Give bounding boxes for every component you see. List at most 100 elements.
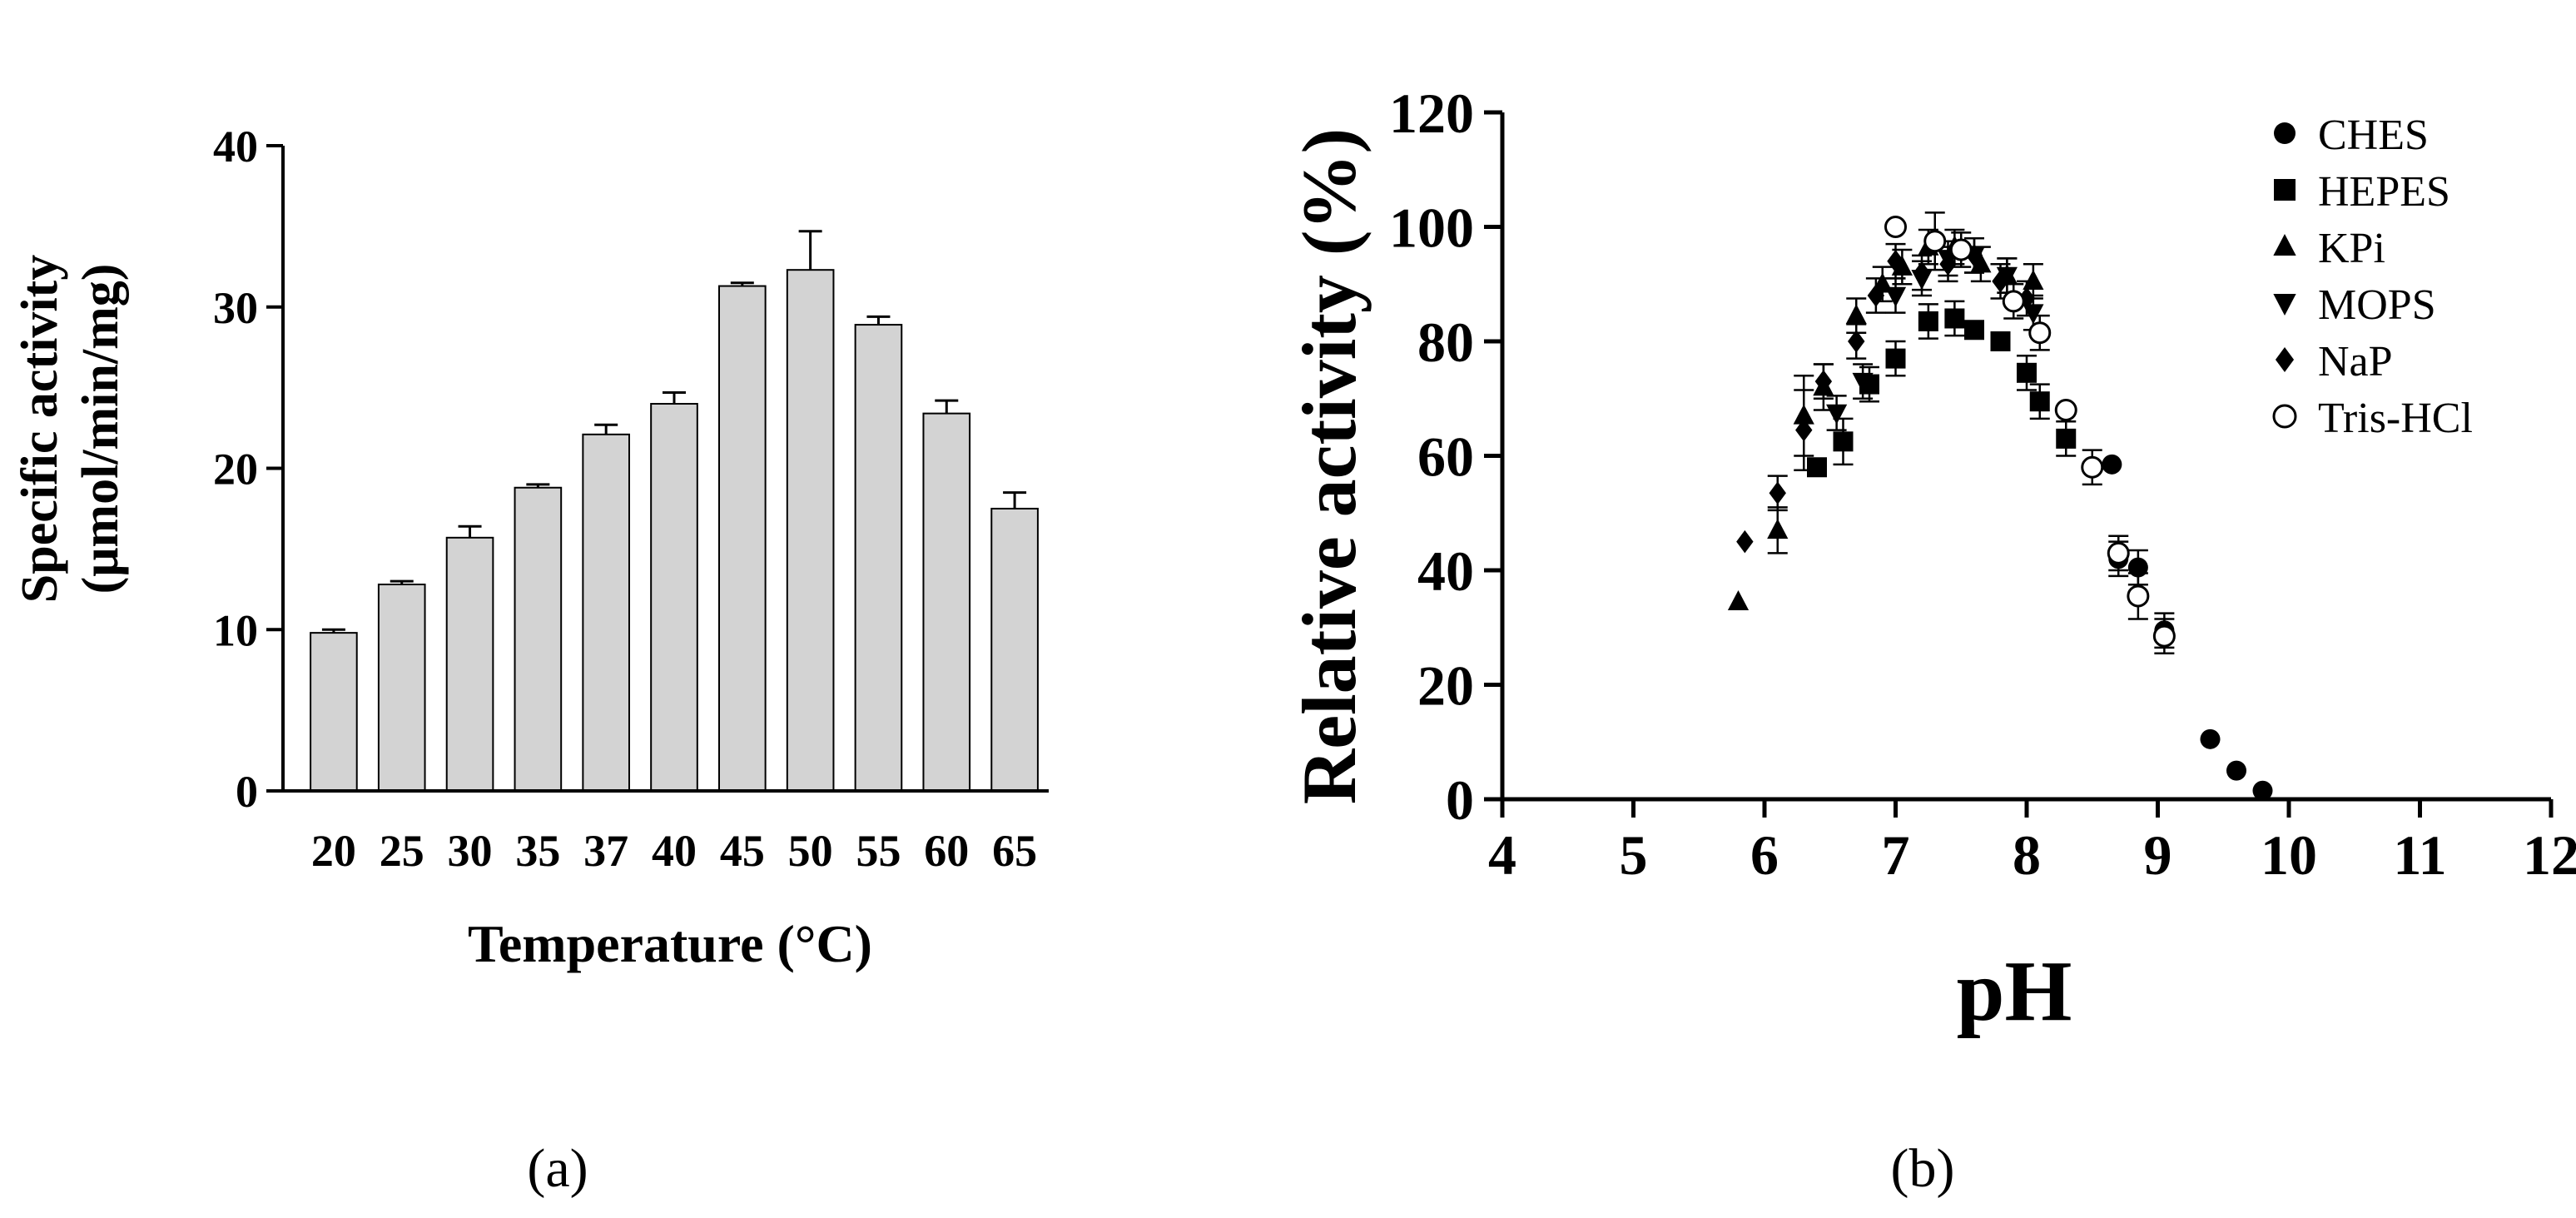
b-legend-marker bbox=[2274, 122, 2296, 144]
b-y-axis-title: Relative activity (%) bbox=[1287, 128, 1372, 804]
a-y-tick-label: 30 bbox=[213, 283, 258, 333]
b-point-tris-hcl bbox=[2081, 455, 2104, 479]
b-point-nap bbox=[2018, 286, 2036, 311]
a-x-tick-label: 20 bbox=[311, 826, 356, 876]
b-y-tick-label: 100 bbox=[1389, 196, 1474, 260]
b-x-tick-label: 7 bbox=[1882, 823, 1910, 887]
b-legend-marker bbox=[2273, 293, 2296, 316]
b-legend-marker bbox=[2272, 404, 2297, 429]
b-markers-group bbox=[1727, 216, 2273, 801]
b-legend-label: CHES bbox=[2318, 112, 2429, 159]
b-point-hepes bbox=[1944, 308, 1965, 329]
a-bar bbox=[582, 433, 631, 792]
b-point-nap bbox=[1848, 330, 1865, 353]
b-legend-label: MOPS bbox=[2318, 281, 2436, 329]
a-x-tick-label: 25 bbox=[380, 826, 424, 876]
b-point-ches bbox=[2200, 728, 2221, 749]
b-point-tris-hcl bbox=[2107, 541, 2130, 564]
b-x-tick-label: 6 bbox=[1750, 823, 1779, 887]
b-point-kpi bbox=[2023, 270, 2044, 291]
b-y-tick-label: 40 bbox=[1417, 539, 1474, 603]
b-point-kpi bbox=[1767, 519, 1789, 539]
a-bar bbox=[718, 285, 767, 792]
a-x-tick-label: 45 bbox=[720, 826, 765, 876]
a-bar bbox=[310, 632, 358, 792]
b-point-mops bbox=[1884, 286, 1907, 307]
panel-a-bar-chart: 0 10 20 30 40 20 25 30 35 37 40 45 50 55 60 65 Specifi… bbox=[12, 122, 1049, 1199]
b-x-tick-label: 4 bbox=[1488, 823, 1516, 887]
b-x-tick-label: 9 bbox=[2144, 823, 2172, 887]
a-x-tick-label: 30 bbox=[448, 826, 493, 876]
b-point-hepes bbox=[2056, 428, 2077, 449]
a-bars-group bbox=[310, 269, 1039, 792]
b-legend-label: HEPES bbox=[2318, 168, 2450, 216]
b-x-tick-label: 8 bbox=[2013, 823, 2041, 887]
a-bar bbox=[514, 486, 563, 792]
b-y-tick-label: 20 bbox=[1417, 654, 1474, 718]
b-point-nap bbox=[1867, 284, 1885, 307]
a-y-ticks-group: 0 10 20 30 40 bbox=[213, 122, 283, 817]
panel-b-scatter-chart: 0 20 40 60 80 100 120 4 5 6 7 8 9 10 11 12 Relative ac… bbox=[1287, 82, 2576, 1199]
b-point-hepes bbox=[1833, 431, 1854, 452]
b-errorbars-group bbox=[1767, 211, 2175, 654]
b-point-tris-hcl bbox=[2127, 584, 2150, 608]
b-point-nap bbox=[1795, 418, 1813, 442]
a-y-tick-label: 10 bbox=[213, 605, 258, 655]
a-x-axis-title: Temperature (°C) bbox=[468, 914, 872, 973]
a-x-tick-label: 50 bbox=[788, 826, 833, 876]
b-legend-label: KPi bbox=[2318, 225, 2385, 272]
a-bar bbox=[990, 507, 1039, 792]
a-y-axis-title-line2: (μmol/min/mg) bbox=[72, 264, 129, 594]
b-point-nap bbox=[1769, 481, 1786, 505]
a-bar bbox=[377, 584, 426, 792]
b-point-ches bbox=[2226, 760, 2246, 781]
a-x-tick-label: 40 bbox=[652, 826, 697, 876]
b-point-hepes bbox=[1885, 348, 1906, 369]
b-y-tick-label: 80 bbox=[1417, 311, 1474, 374]
b-point-hepes bbox=[2029, 391, 2050, 412]
b-point-mops bbox=[1852, 372, 1874, 393]
a-y-axis-title-line1: Specific activity bbox=[12, 255, 68, 603]
b-x-ticks-group: 4 5 6 7 8 9 10 11 12 bbox=[1488, 799, 2576, 887]
b-point-kpi bbox=[1845, 304, 1867, 325]
b-y-ticks-group: 0 20 40 60 80 100 120 bbox=[1389, 82, 1502, 832]
b-legend: CHES HEPES KPi MOPS NaP Tris-HCl bbox=[2272, 112, 2473, 442]
b-point-tris-hcl bbox=[2028, 321, 2052, 345]
b-point-kpi bbox=[1970, 252, 1992, 273]
b-x-tick-label: 5 bbox=[1620, 823, 1648, 887]
b-point-ches bbox=[2252, 780, 2273, 801]
b-point-nap bbox=[1992, 270, 2009, 293]
b-point-hepes bbox=[2017, 362, 2037, 383]
b-point-tris-hcl bbox=[2054, 399, 2077, 421]
b-y-tick-label: 120 bbox=[1389, 82, 1474, 145]
b-x-tick-label: 11 bbox=[2393, 823, 2446, 887]
a-x-tick-label: 35 bbox=[515, 826, 560, 876]
b-point-nap bbox=[1736, 529, 1754, 554]
a-bar bbox=[786, 269, 835, 792]
b-x-axis-title: pH bbox=[1957, 943, 2072, 1039]
b-point-nap bbox=[1965, 244, 1983, 267]
b-legend-marker bbox=[2273, 234, 2296, 256]
a-y-tick-label: 40 bbox=[213, 122, 258, 172]
b-legend-marker bbox=[2275, 347, 2295, 372]
b-point-nap bbox=[1887, 249, 1904, 273]
a-errorbars-group bbox=[321, 230, 1027, 634]
a-x-tick-label: 60 bbox=[924, 826, 969, 876]
b-point-hepes bbox=[1918, 311, 1938, 331]
b-y-tick-label: 0 bbox=[1446, 768, 1474, 832]
b-point-hepes bbox=[1807, 457, 1827, 478]
b-point-ches bbox=[2102, 454, 2122, 475]
b-panel-label: (b) bbox=[1891, 1138, 1955, 1199]
a-x-tick-label: 55 bbox=[856, 826, 901, 876]
a-bar bbox=[650, 403, 698, 792]
b-x-tick-label: 12 bbox=[2523, 823, 2576, 887]
a-panel-label: (a) bbox=[527, 1138, 588, 1199]
b-legend-marker bbox=[2274, 179, 2296, 201]
b-point-hepes bbox=[1964, 320, 1984, 341]
b-point-kpi bbox=[1793, 404, 1814, 425]
b-point-ches bbox=[2127, 557, 2148, 578]
b-point-tris-hcl bbox=[1949, 238, 1973, 261]
b-point-tris-hcl bbox=[2152, 624, 2176, 648]
a-bar bbox=[922, 412, 971, 792]
b-point-nap bbox=[1913, 261, 1931, 285]
